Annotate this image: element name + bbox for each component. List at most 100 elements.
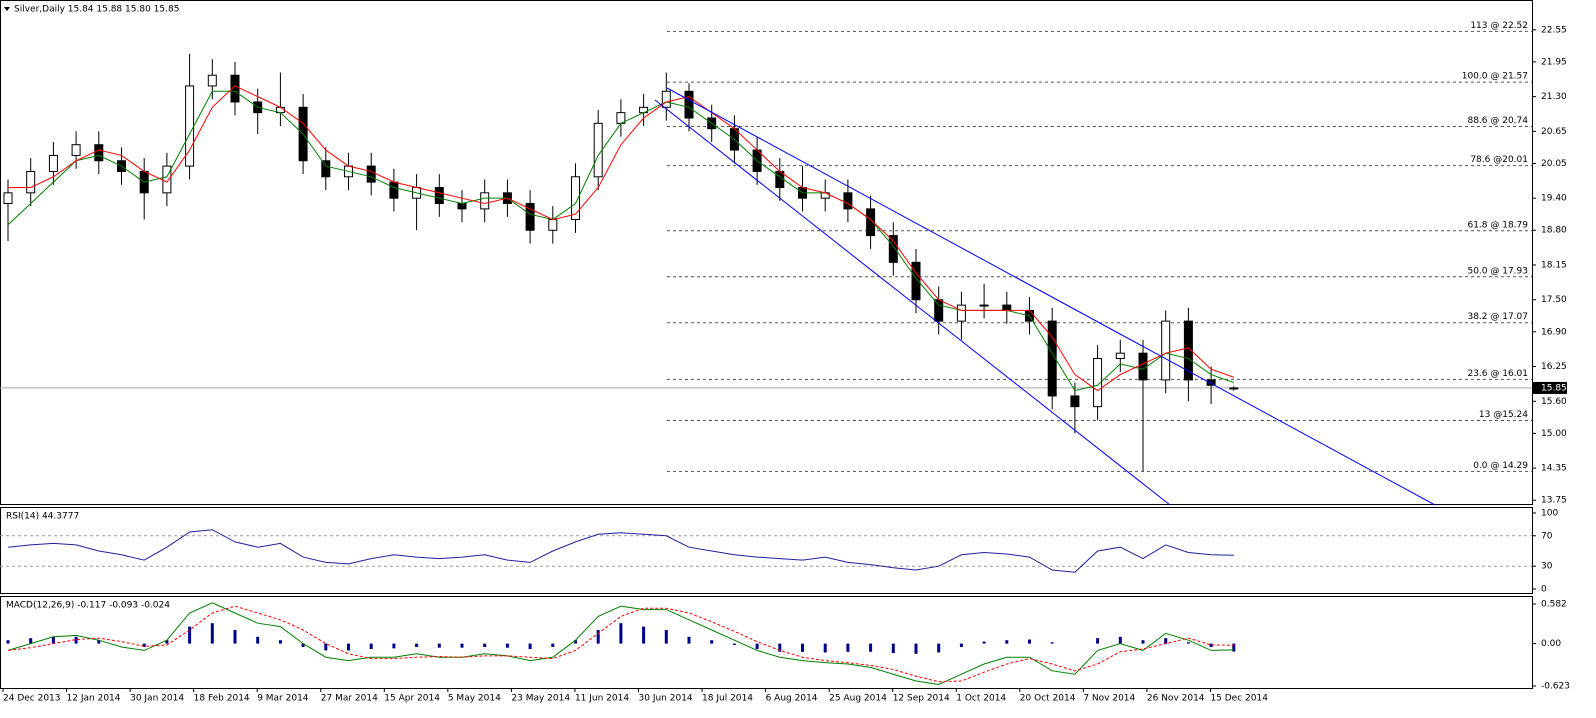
y-tick-label: 21.95 — [1541, 57, 1567, 67]
candle-body — [1047, 320, 1057, 397]
fib-label: 88.6 @ 20.74 — [1467, 116, 1528, 126]
price-panel — [0, 0, 1533, 505]
macd-title: MACD(12,26,9) -0.117 -0.093 -0.024 — [6, 601, 170, 611]
candle-body — [1002, 304, 1012, 311]
fib-label: 61.8 @ 18.79 — [1467, 220, 1528, 230]
rsi-title: RSI(14) 44.3777 — [6, 512, 79, 522]
fib-label: 50.0 @ 17.93 — [1467, 266, 1528, 276]
y-tick-label: 20.65 — [1541, 127, 1567, 137]
candle-body — [1070, 395, 1080, 408]
candle-body — [684, 90, 694, 119]
candle-body — [866, 208, 876, 237]
candle-body — [434, 186, 444, 205]
y-tick-label: 100 — [1541, 509, 1558, 519]
x-tick-label: 30 Jan 2014 — [130, 694, 184, 704]
candle-body — [94, 144, 104, 162]
candle-body — [1229, 387, 1239, 390]
y-tick-label: 70 — [1541, 531, 1553, 541]
candle-body — [26, 170, 36, 194]
candle-body — [321, 160, 331, 178]
channel-line — [654, 99, 1171, 506]
y-tick-label: 18.80 — [1541, 226, 1567, 236]
y-tick-label: 16.25 — [1541, 362, 1567, 372]
y-tick-label: 30 — [1541, 562, 1553, 572]
y-tick-label: 0.582 — [1541, 600, 1567, 610]
rsi-line — [7, 529, 1234, 573]
x-tick-label: 12 Jan 2014 — [67, 694, 121, 704]
candle-body — [593, 122, 603, 178]
y-tick-label: 0.00 — [1541, 639, 1561, 649]
fib-label: 13 @15.24 — [1479, 410, 1528, 420]
candle-body — [956, 304, 966, 322]
x-tick-label: 20 Oct 2014 — [1020, 694, 1076, 704]
candle-body — [457, 203, 467, 210]
candle-body — [1183, 320, 1193, 381]
y-tick-label: 18.15 — [1541, 260, 1567, 270]
y-tick-label: 19.40 — [1541, 194, 1567, 204]
x-tick-label: 15 Apr 2014 — [384, 694, 440, 704]
x-tick-label: 25 Aug 2014 — [829, 694, 887, 704]
candle-body — [1093, 358, 1103, 408]
candle-body — [207, 74, 217, 87]
candle-body — [843, 192, 853, 210]
y-tick-label: 16.90 — [1541, 327, 1567, 337]
channel-line — [666, 87, 1436, 506]
fib-label: 78.6 @20.01 — [1470, 155, 1528, 165]
y-tick-label: -0.623 — [1541, 682, 1570, 692]
y-tick-label: 13.75 — [1541, 496, 1567, 506]
candle-body — [661, 90, 671, 108]
y-tick-label: 17.50 — [1541, 295, 1567, 305]
y-tick-label: 21.30 — [1541, 92, 1567, 102]
candle-body — [934, 299, 944, 322]
y-tick-label: 0 — [1541, 585, 1547, 595]
fib-label: 23.6 @ 16.01 — [1467, 369, 1528, 379]
candle-body — [3, 192, 13, 205]
candle-body — [71, 144, 81, 156]
y-tick-label: 22.55 — [1541, 25, 1567, 35]
x-tick-label: 5 May 2014 — [448, 694, 501, 704]
x-tick-label: 6 Aug 2014 — [766, 694, 818, 704]
menu-icon[interactable] — [4, 7, 10, 11]
candle-body — [48, 154, 58, 172]
y-tick-label: 14.35 — [1541, 464, 1567, 474]
macd-line — [7, 602, 1234, 685]
candle-body — [1206, 379, 1216, 386]
candle-body — [548, 219, 558, 231]
rsi-panel — [0, 507, 1533, 594]
last-price-box — [1533, 381, 1567, 394]
signal-line — [7, 605, 1234, 683]
candle-body — [389, 181, 399, 199]
candle-body — [162, 165, 172, 194]
candle-body — [571, 176, 580, 221]
x-tick-label: 24 Dec 2013 — [3, 694, 61, 704]
fib-label: 113 @ 22.52 — [1470, 21, 1528, 31]
candle-body — [888, 235, 898, 263]
x-tick-label: 26 Nov 2014 — [1147, 694, 1205, 704]
fib-label: 38.2 @ 17.07 — [1467, 312, 1528, 322]
x-tick-label: 1 Oct 2014 — [956, 694, 1006, 704]
candle-body — [525, 203, 535, 231]
x-tick-label: 23 May 2014 — [511, 694, 570, 704]
fib-label: 100.0 @ 21.57 — [1462, 72, 1528, 82]
x-tick-label: 12 Sep 2014 — [893, 694, 950, 704]
x-tick-label: 15 Dec 2014 — [1210, 694, 1268, 704]
last-price-label: 15.85 — [1541, 383, 1567, 393]
x-tick-label: 9 Mar 2014 — [257, 694, 309, 704]
fib-label: 0.0 @ 14.29 — [1473, 461, 1528, 471]
y-tick-label: 15.00 — [1541, 429, 1567, 439]
candle-body — [366, 165, 376, 183]
candle-body — [230, 74, 240, 103]
candle-body — [979, 304, 989, 307]
candle-body — [1138, 352, 1148, 381]
macd-panel — [0, 596, 1533, 689]
x-tick-label: 18 Jul 2014 — [702, 694, 753, 704]
x-tick-label: 30 Jun 2014 — [639, 694, 693, 704]
moving-average — [8, 85, 1234, 392]
x-tick-label: 27 Mar 2014 — [321, 694, 378, 704]
moving-average — [7, 90, 1234, 392]
chart-title: Silver,Daily 15.84 15.88 15.80 15.85 — [14, 5, 179, 15]
x-tick-label: 11 Jun 2014 — [575, 694, 629, 704]
candle-body — [1115, 352, 1125, 360]
candle-body — [1161, 320, 1171, 381]
